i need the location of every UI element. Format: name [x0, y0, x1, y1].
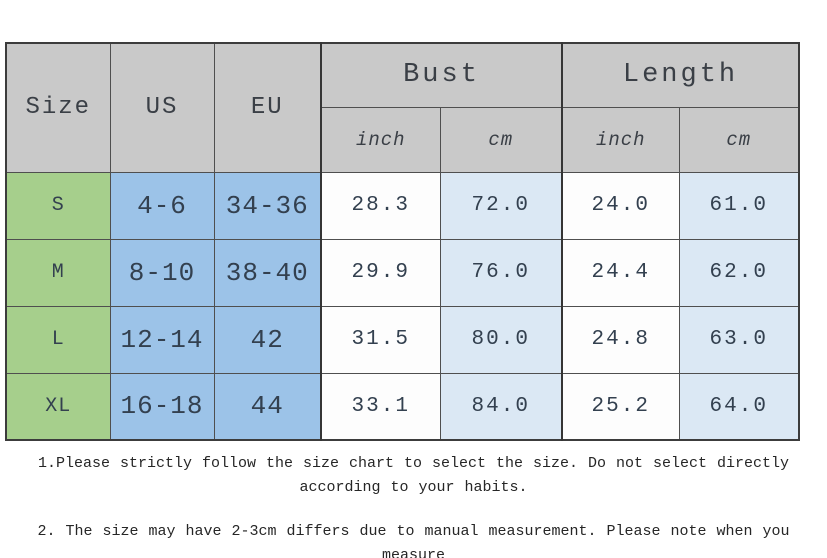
size-chart-page: Size US EU Bust Length inch cm inch cm S…	[0, 42, 827, 558]
us-cell: 8-10	[109, 238, 215, 307]
bust-inch-cell: 31.5	[320, 305, 441, 374]
bust-cm-cell: 72.0	[439, 171, 563, 240]
size-cell: L	[5, 305, 111, 374]
bust-cm-cell: 84.0	[439, 372, 563, 441]
size-chart-table: Size US EU Bust Length inch cm inch cm S…	[5, 42, 800, 441]
col-group-length: Length	[561, 42, 800, 108]
eu-cell: 44	[213, 372, 322, 441]
bust-inch-cell: 28.3	[320, 171, 441, 240]
table-row-l: L 12-14 42 31.5 80.0 24.8 63.0	[5, 305, 800, 374]
col-header-size: Size	[5, 42, 111, 173]
size-chart-notes: 1.Please strictly follow the size chart …	[0, 452, 827, 558]
bust-cm-cell: 76.0	[439, 238, 563, 307]
eu-cell: 38-40	[213, 238, 322, 307]
col-group-bust: Bust	[320, 42, 563, 108]
bust-cm-cell: 80.0	[439, 305, 563, 374]
eu-cell: 42	[213, 305, 322, 374]
us-cell: 16-18	[109, 372, 215, 441]
col-header-bust-cm: cm	[439, 106, 563, 173]
size-cell: S	[5, 171, 111, 240]
length-cm-cell: 61.0	[678, 171, 800, 240]
length-inch-cell: 25.2	[561, 372, 680, 441]
note-1: 1.Please strictly follow the size chart …	[37, 455, 790, 496]
col-header-length-inch: inch	[561, 106, 680, 173]
eu-cell: 34-36	[213, 171, 322, 240]
us-cell: 4-6	[109, 171, 215, 240]
col-header-eu: EU	[213, 42, 322, 173]
size-cell: XL	[5, 372, 111, 441]
note-2: 2. The size may have 2-3cm differs due t…	[37, 523, 790, 558]
length-inch-cell: 24.0	[561, 171, 680, 240]
us-cell: 12-14	[109, 305, 215, 374]
col-header-us: US	[109, 42, 215, 173]
table-row-xl: XL 16-18 44 33.1 84.0 25.2 64.0	[5, 372, 800, 441]
bust-inch-cell: 29.9	[320, 238, 441, 307]
col-header-length-cm: cm	[678, 106, 800, 173]
length-cm-cell: 64.0	[678, 372, 800, 441]
length-cm-cell: 63.0	[678, 305, 800, 374]
length-inch-cell: 24.4	[561, 238, 680, 307]
col-header-bust-inch: inch	[320, 106, 441, 173]
bust-inch-cell: 33.1	[320, 372, 441, 441]
table-row-s: S 4-6 34-36 28.3 72.0 24.0 61.0	[5, 171, 800, 240]
table-row-m: M 8-10 38-40 29.9 76.0 24.4 62.0	[5, 238, 800, 307]
length-cm-cell: 62.0	[678, 238, 800, 307]
length-inch-cell: 24.8	[561, 305, 680, 374]
size-cell: M	[5, 238, 111, 307]
